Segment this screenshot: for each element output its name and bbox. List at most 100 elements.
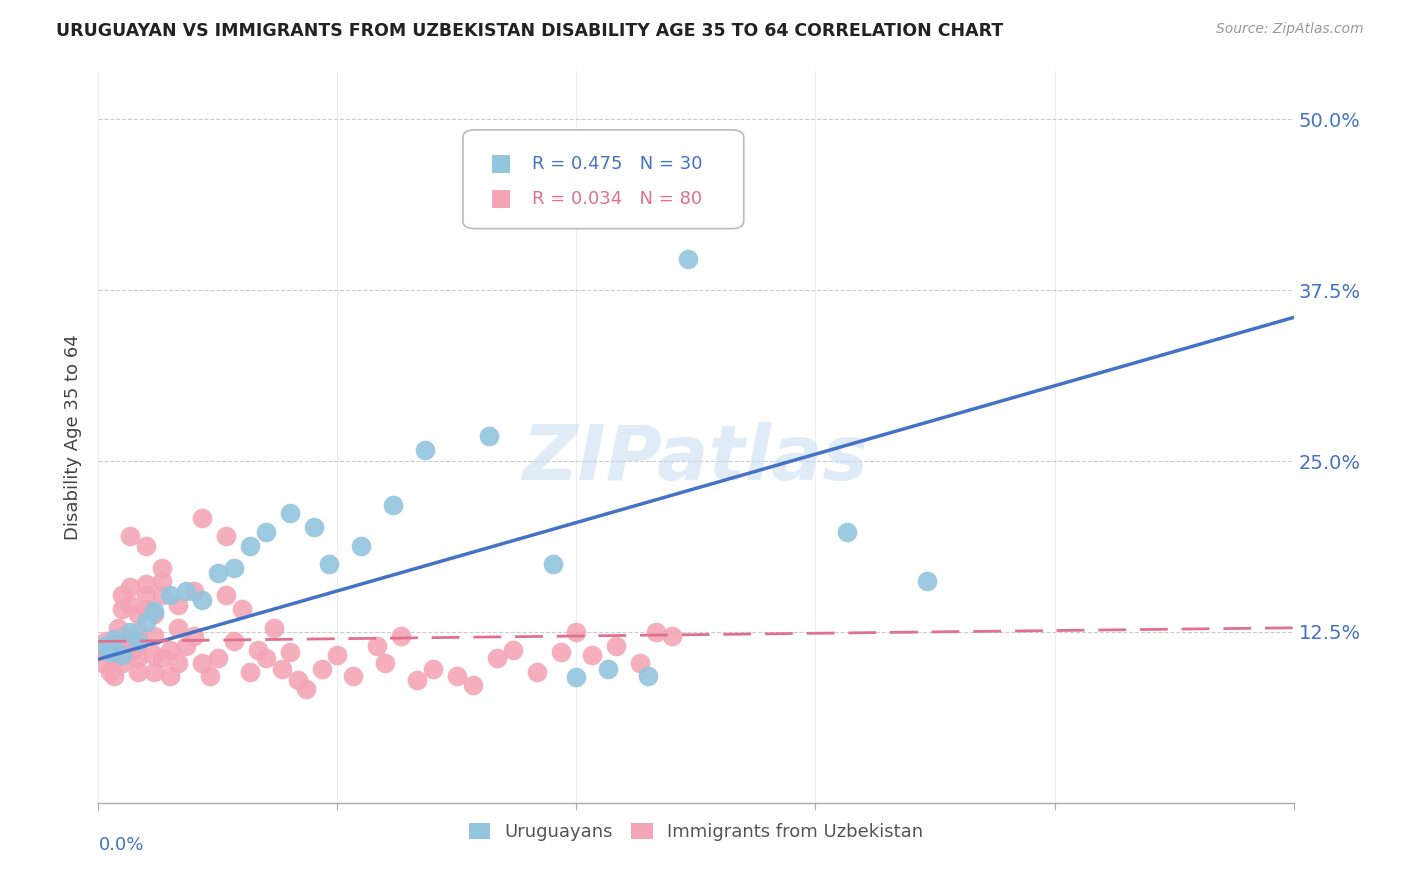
Point [485, 651, 508, 665]
Point [183, 583, 205, 598]
Point [207, 566, 229, 581]
Point [111, 657, 134, 671]
Point [96, 645, 118, 659]
Point [127, 624, 149, 639]
Point [254, 525, 277, 540]
Point [231, 601, 253, 615]
Point [637, 668, 659, 682]
Point [389, 629, 412, 643]
Text: Source: ZipAtlas.com: Source: ZipAtlas.com [1216, 22, 1364, 37]
Point [120, 634, 142, 648]
Point [103, 668, 125, 682]
Point [461, 678, 484, 692]
Point [502, 642, 524, 657]
Point [120, 529, 142, 543]
Point [422, 662, 444, 676]
Point [150, 574, 173, 589]
Point [565, 624, 588, 639]
Point [311, 662, 333, 676]
Point [222, 634, 245, 648]
Point [294, 682, 316, 697]
Point [167, 657, 190, 671]
Text: R = 0.475   N = 30: R = 0.475 N = 30 [533, 155, 703, 173]
Point [150, 560, 173, 574]
Text: URUGUAYAN VS IMMIGRANTS FROM UZBEKISTAN DISABILITY AGE 35 TO 64 CORRELATION CHAR: URUGUAYAN VS IMMIGRANTS FROM UZBEKISTAN … [56, 22, 1004, 40]
Point [127, 651, 149, 665]
Point [302, 519, 325, 533]
Point [91, 657, 114, 671]
Point [167, 598, 190, 612]
Point [127, 607, 149, 621]
Point [581, 648, 603, 662]
Point [270, 662, 292, 676]
Point [135, 588, 157, 602]
Point [661, 629, 683, 643]
Point [263, 621, 285, 635]
Point [191, 511, 214, 525]
Point [645, 624, 668, 639]
Point [215, 588, 238, 602]
Point [103, 632, 125, 646]
Point [103, 651, 125, 665]
Point [120, 580, 142, 594]
Point [350, 539, 373, 553]
Point [150, 588, 173, 602]
Point [174, 639, 197, 653]
Point [278, 506, 301, 520]
Point [135, 539, 157, 553]
Point [598, 662, 620, 676]
Point [98, 645, 122, 659]
Point [222, 560, 245, 574]
Point [159, 642, 181, 657]
Point [526, 665, 548, 679]
Point [143, 629, 166, 643]
Point [541, 557, 564, 571]
Point [174, 583, 197, 598]
Point [103, 642, 125, 657]
Point [111, 588, 134, 602]
Point [127, 634, 149, 648]
Point [191, 593, 214, 607]
Point [143, 648, 166, 662]
Point [215, 529, 238, 543]
Point [183, 629, 205, 643]
Point [111, 629, 134, 643]
Point [605, 639, 627, 653]
Point [150, 651, 173, 665]
Point [318, 557, 340, 571]
Point [159, 588, 181, 602]
Point [406, 673, 429, 687]
Point [135, 615, 157, 630]
Legend: Uruguayans, Immigrants from Uzbekistan: Uruguayans, Immigrants from Uzbekistan [461, 816, 931, 848]
Point [111, 648, 134, 662]
Point [478, 429, 501, 443]
Point [676, 252, 699, 266]
Point [837, 525, 859, 540]
Point [111, 601, 134, 615]
Point [628, 657, 651, 671]
Point [120, 624, 142, 639]
Point [550, 645, 572, 659]
Point [98, 665, 122, 679]
Point [254, 651, 277, 665]
Point [120, 598, 142, 612]
Point [94, 639, 117, 653]
Point [342, 668, 364, 682]
Point [239, 665, 262, 679]
Point [198, 668, 221, 682]
Point [207, 651, 229, 665]
Point [143, 607, 166, 621]
Point [382, 498, 405, 512]
Point [120, 645, 142, 659]
Point [915, 574, 938, 589]
Point [374, 657, 396, 671]
Point [191, 657, 214, 671]
Point [278, 645, 301, 659]
Point [143, 665, 166, 679]
Point [96, 634, 118, 648]
Point [103, 632, 125, 646]
Point [326, 648, 349, 662]
Point [652, 178, 675, 192]
Point [565, 670, 588, 684]
Y-axis label: Disability Age 35 to 64: Disability Age 35 to 64 [65, 334, 83, 540]
